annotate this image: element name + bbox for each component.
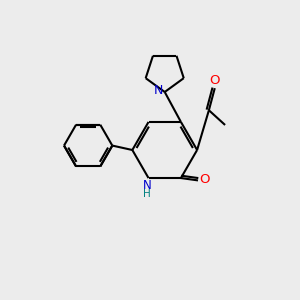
Text: H: H xyxy=(143,189,151,199)
Text: N: N xyxy=(154,84,163,97)
Text: N: N xyxy=(143,179,152,192)
Text: O: O xyxy=(199,173,210,186)
Text: O: O xyxy=(209,74,220,87)
